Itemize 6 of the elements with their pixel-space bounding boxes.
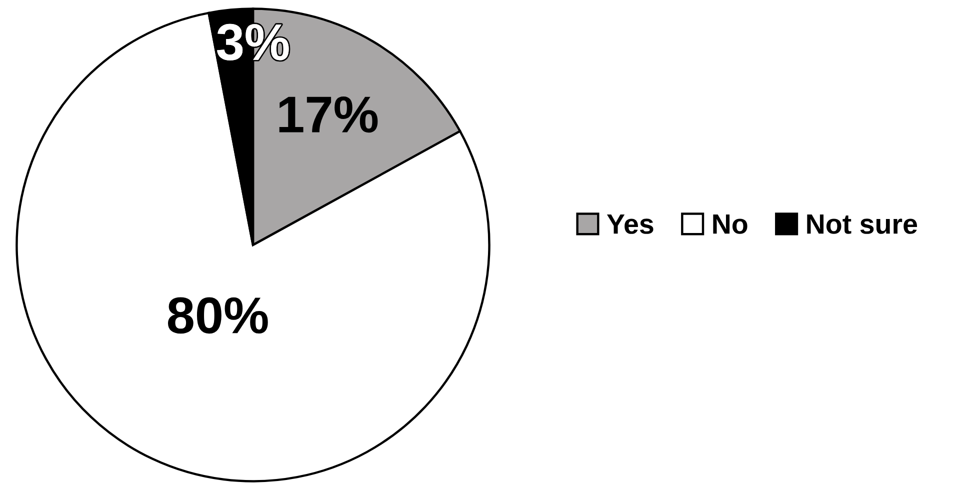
legend-label: No: [713, 214, 748, 234]
legend-label: Yes: [606, 214, 654, 234]
pie-slice: [16, 12, 490, 482]
legend-label: Not sure: [807, 214, 918, 234]
data-label: 17%: [279, 96, 378, 133]
data-label: 80%: [168, 297, 268, 334]
